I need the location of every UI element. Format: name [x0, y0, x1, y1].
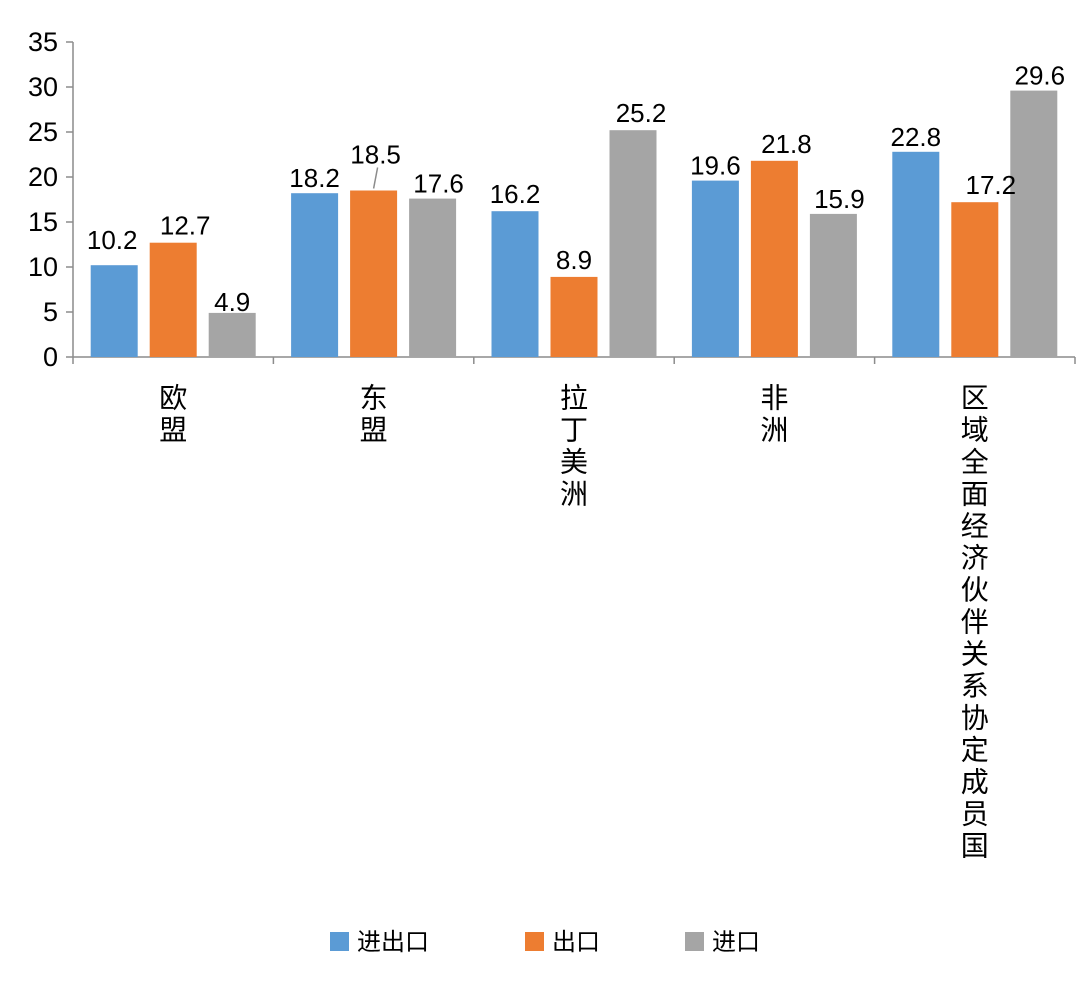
data-label: 10.2 [87, 225, 138, 255]
category-char: 拉 [560, 382, 588, 415]
bar-0-2 [208, 312, 256, 357]
data-labels: 10.2 12.7 4.9 18.2 18.5 17.6 16.2 8.9 25.2 19.6 21… [87, 61, 1065, 317]
legend-item: 进出口 [330, 928, 429, 956]
category-char: 系 [961, 670, 989, 703]
y-tick-label: 5 [43, 297, 58, 327]
legend-item: 进口 [685, 928, 760, 956]
category-char: 面 [961, 478, 989, 511]
y-tick-label: 0 [43, 342, 58, 372]
data-label: 8.9 [556, 245, 592, 275]
category-char: 盟 [159, 414, 187, 447]
bar-4-2 [1010, 90, 1058, 357]
bar-4-0 [892, 151, 940, 357]
y-tick-label: 10 [28, 252, 58, 282]
data-label: 15.9 [814, 184, 865, 214]
bar-2-2 [609, 130, 657, 357]
data-label: 17.6 [413, 169, 464, 199]
data-label: 17.2 [965, 170, 1016, 200]
category-char: 丁 [560, 414, 588, 447]
category-char: 东 [360, 382, 388, 415]
legend-swatch [525, 932, 544, 951]
category-char: 关 [961, 638, 989, 671]
y-tick-label: 35 [28, 27, 58, 57]
category-char: 员 [961, 798, 989, 831]
category-char: 济 [961, 542, 989, 575]
bar-2-1 [550, 276, 598, 357]
data-label: 18.5 [350, 140, 401, 170]
bar-0-0 [90, 265, 138, 357]
category-label: 欧盟 [159, 382, 187, 447]
category-char: 域 [961, 414, 989, 447]
category-char: 经 [961, 510, 989, 543]
bar-1-2 [409, 198, 457, 357]
legend: 进出口 出口 进口 [330, 928, 760, 956]
category-label: 非洲 [760, 382, 788, 447]
bar-3-1 [750, 160, 798, 357]
category-char: 国 [961, 830, 989, 863]
category-char: 区 [961, 382, 989, 415]
bar-2-0 [491, 211, 539, 357]
category-char: 美 [560, 446, 588, 479]
category-char: 成 [961, 766, 989, 799]
bar-0-1 [149, 242, 197, 357]
leader-line [372, 167, 379, 189]
data-label: 22.8 [890, 122, 941, 152]
y-tick-label: 25 [28, 117, 58, 147]
legend-swatch [685, 932, 704, 951]
y-tick-label: 20 [28, 162, 58, 192]
legend-swatch [330, 932, 349, 951]
y-axis: 0 5 10 15 20 25 30 35 [28, 27, 74, 372]
bar-1-0 [291, 193, 339, 357]
category-char: 定 [961, 734, 989, 767]
data-label: 29.6 [1014, 61, 1065, 91]
bars [90, 90, 1058, 357]
category-char: 洲 [560, 478, 588, 511]
category-char: 非 [760, 382, 788, 415]
category-char: 协 [961, 702, 989, 735]
legend-label: 进口 [712, 928, 760, 956]
legend-label: 进出口 [357, 928, 429, 956]
category-char: 洲 [760, 414, 788, 447]
bar-4-1 [951, 202, 999, 357]
y-tick-label: 15 [28, 207, 58, 237]
category-char: 伙 [961, 574, 989, 607]
bar-1-1 [350, 190, 398, 357]
x-axis [72, 356, 1076, 364]
category-char: 盟 [360, 414, 388, 447]
category-char: 全 [961, 446, 989, 479]
data-label: 18.2 [289, 163, 340, 193]
bar-3-2 [809, 213, 857, 357]
y-tick-label: 30 [28, 72, 58, 102]
data-label: 4.9 [214, 287, 250, 317]
data-label: 16.2 [490, 179, 541, 209]
data-label: 25.2 [616, 98, 667, 128]
legend-label: 出口 [552, 928, 600, 956]
category-char: 伴 [961, 606, 989, 639]
legend-item: 出口 [525, 928, 600, 956]
data-label: 21.8 [761, 129, 812, 159]
bar-3-0 [691, 180, 739, 357]
data-label: 19.6 [690, 151, 741, 181]
category-char: 欧 [159, 382, 187, 415]
data-label: 12.7 [160, 211, 211, 241]
category-label: 东盟 [360, 382, 388, 447]
